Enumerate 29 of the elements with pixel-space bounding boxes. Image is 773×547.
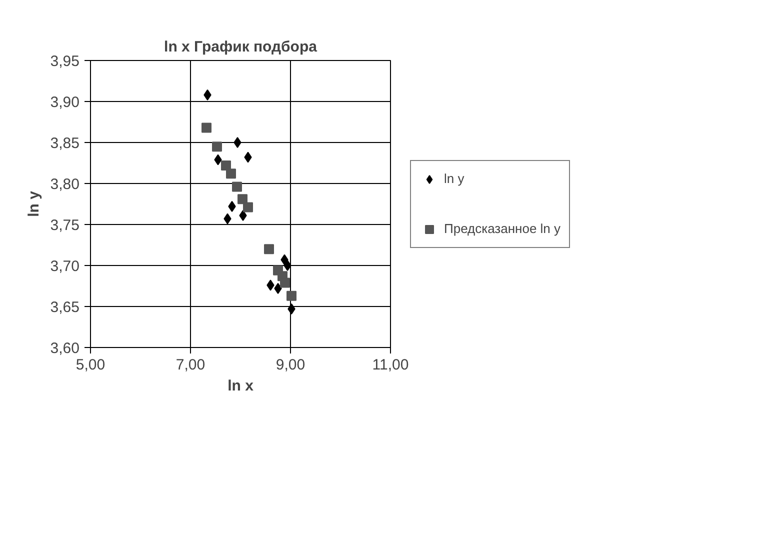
point (284, 260, 292, 271)
point (264, 244, 274, 254)
x-tick-label: 9,00 (276, 356, 306, 374)
point (286, 290, 296, 301)
y-axis-title: ln y (25, 190, 42, 217)
y-tick-label: 3,95 (50, 53, 80, 70)
y-tick-label: 3,75 (50, 217, 80, 234)
chart-title: ln x График подбора (164, 38, 318, 56)
point (212, 142, 222, 152)
point (234, 137, 242, 148)
x-tick-label: 11,00 (372, 356, 409, 374)
point (232, 182, 242, 192)
x-tick-label: 5,00 (76, 356, 106, 374)
point (202, 122, 212, 133)
point (226, 168, 236, 179)
x-tick-label: 7,00 (176, 356, 206, 374)
legend-label: Предсказанное ln y (444, 221, 561, 236)
y-tick-label: 3,60 (50, 340, 80, 357)
point (221, 160, 231, 170)
point (243, 202, 253, 212)
x-axis-title: ln x (228, 378, 254, 394)
y-tick-label: 3,65 (50, 299, 80, 316)
point (280, 278, 290, 288)
y-tick-label: 3,90 (50, 94, 80, 111)
legend-label: ln y (444, 171, 464, 186)
y-tick-label: 3,70 (50, 258, 80, 275)
y-tick-label: 3,80 (50, 176, 80, 193)
point (238, 194, 248, 204)
y-tick-label: 3,85 (50, 135, 80, 152)
